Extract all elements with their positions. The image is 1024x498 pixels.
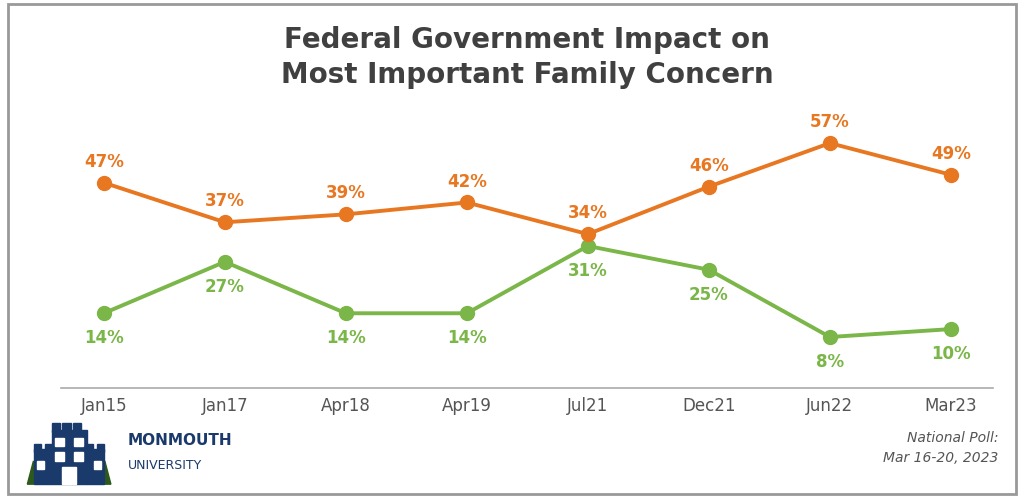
Polygon shape <box>28 461 40 484</box>
Text: 49%: 49% <box>931 145 971 163</box>
Bar <box>97 444 104 452</box>
Bar <box>51 423 60 432</box>
Text: 57%: 57% <box>810 113 850 131</box>
Bar <box>55 452 63 461</box>
Text: 47%: 47% <box>84 153 124 171</box>
Bar <box>45 444 51 452</box>
Bar <box>55 438 63 446</box>
Bar <box>73 423 81 432</box>
Bar <box>35 449 52 484</box>
Bar <box>62 423 71 432</box>
Bar <box>51 430 86 484</box>
Text: 37%: 37% <box>205 192 245 210</box>
Text: 39%: 39% <box>326 184 366 203</box>
Bar <box>94 461 101 469</box>
Bar <box>75 438 83 446</box>
Bar <box>87 444 93 452</box>
Text: 46%: 46% <box>689 157 729 175</box>
Bar <box>62 467 76 484</box>
Bar <box>75 452 83 461</box>
Polygon shape <box>98 461 111 484</box>
Text: 14%: 14% <box>446 329 486 347</box>
Text: UNIVERSITY: UNIVERSITY <box>128 459 203 472</box>
Text: 14%: 14% <box>84 329 124 347</box>
Text: MONMOUTH: MONMOUTH <box>128 433 232 448</box>
Text: 8%: 8% <box>816 353 844 371</box>
Text: 31%: 31% <box>568 262 608 280</box>
Bar <box>87 449 104 484</box>
Text: 14%: 14% <box>326 329 366 347</box>
Text: 25%: 25% <box>689 285 729 304</box>
Bar <box>37 461 44 469</box>
Text: 34%: 34% <box>568 204 608 222</box>
Text: National Poll:
Mar 16-20, 2023: National Poll: Mar 16-20, 2023 <box>883 431 998 465</box>
Title: Federal Government Impact on
Most Important Family Concern: Federal Government Impact on Most Import… <box>281 26 774 89</box>
Text: 42%: 42% <box>446 173 486 191</box>
Bar <box>35 444 41 452</box>
Text: 10%: 10% <box>931 345 971 363</box>
Text: 27%: 27% <box>205 278 245 296</box>
